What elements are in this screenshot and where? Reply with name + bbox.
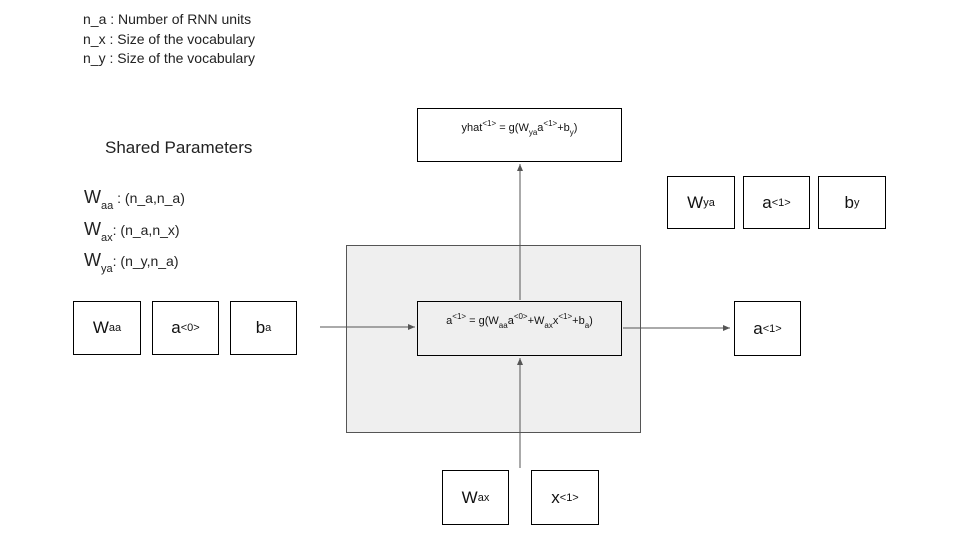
cell-eq-sup: <1>: [558, 312, 573, 321]
input-x1-box: x <1>: [531, 470, 599, 525]
wax-shape: Wax: (n_a,n_x): [84, 218, 185, 250]
cell-eq-part: +b: [572, 315, 585, 327]
output-a1-next-symbol: a: [753, 318, 763, 338]
yhat-eq-sup: <1>: [482, 119, 497, 128]
input-x1-superscript: <1>: [559, 491, 579, 504]
cell-eq-part: ): [589, 315, 593, 327]
waa-dims: : (n_a,n_a): [117, 190, 185, 206]
input-wax-symbol: W: [461, 487, 478, 507]
output-a1-superscript: <1>: [771, 196, 791, 209]
yhat-eq-part: yhat: [461, 122, 483, 134]
wax-dims: : (n_a,n_x): [112, 221, 180, 238]
yhat-eq-part: ): [573, 122, 578, 134]
wax-subscript: ax: [101, 231, 113, 244]
yhat-eq-sub: y: [569, 128, 574, 137]
cell-eq-part: +W: [527, 315, 545, 327]
yhat-eq-part: a: [537, 122, 544, 134]
cell-eq-sub: ax: [544, 321, 553, 330]
wya-shape: Wya: (n_y,n_a): [84, 249, 185, 281]
input-a0-superscript: <0>: [180, 322, 200, 334]
notation-legend: n_a : Number of RNN units n_x : Size of …: [83, 10, 255, 69]
cell-eq-text: a<1> = g(Waaa<0>+Waxx<1>+ba): [446, 312, 593, 330]
legend-na: n_a : Number of RNN units: [83, 11, 252, 27]
input-a0-symbol: a: [171, 318, 181, 337]
parameter-shapes: Waa : (n_a,n_a) Wax: (n_a,n_x) Wya: (n_y…: [84, 186, 185, 281]
cell-eq-sub: a: [584, 321, 590, 330]
output-a1-next-box: a <1>: [734, 301, 801, 356]
yhat-eq-text: yhat<1> = g(Wyaa<1>+by): [462, 119, 578, 137]
cell-equation-box: a<1> = g(Waaa<0>+Waxx<1>+ba): [417, 301, 622, 356]
waa-symbol: W: [84, 187, 101, 207]
wax-symbol: W: [84, 218, 101, 239]
yhat-eq-part: = g(W: [496, 122, 529, 134]
cell-eq-sup: <0>: [513, 312, 528, 321]
output-a1-symbol: a: [762, 192, 772, 212]
legend-ny: n_y : Size of the vocabulary: [83, 50, 255, 66]
yhat-eq-sup: <1>: [543, 119, 558, 128]
wya-dims: : (n_y,n_a): [112, 253, 179, 269]
output-wya-symbol: W: [687, 192, 704, 212]
input-x1-symbol: x: [551, 487, 560, 507]
cell-eq-part: a: [507, 315, 514, 327]
yhat-eq-part: +b: [557, 122, 570, 134]
cell-eq-part: = g(W: [466, 315, 499, 327]
cell-eq-sup: <1>: [452, 312, 467, 321]
input-ba-subscript: a: [265, 322, 272, 334]
output-wya-subscript: ya: [703, 196, 715, 209]
output-a1-box: a <1>: [743, 176, 810, 229]
cell-eq-part: a: [446, 315, 453, 327]
input-waa-symbol: W: [92, 318, 109, 337]
output-by-symbol: b: [844, 192, 854, 212]
output-by-subscript: y: [853, 196, 860, 209]
cell-eq-sub: aa: [498, 321, 508, 330]
output-a1-next-superscript: <1>: [762, 322, 782, 335]
shared-parameters-title: Shared Parameters: [105, 138, 253, 157]
input-ba-symbol: b: [255, 318, 266, 337]
waa-subscript: aa: [101, 200, 114, 212]
input-wax-subscript: ax: [477, 491, 490, 504]
yhat-eq-sub: ya: [528, 128, 538, 137]
yhat-equation-box: yhat<1> = g(Wyaa<1>+by): [417, 108, 622, 162]
wya-subscript: ya: [101, 263, 113, 275]
wya-symbol: W: [84, 250, 101, 270]
input-a0-box: a <0>: [152, 301, 219, 355]
legend-nx: n_x : Size of the vocabulary: [83, 30, 255, 47]
input-waa-subscript: aa: [108, 322, 122, 334]
cell-eq-part: x: [552, 315, 559, 327]
waa-shape: Waa : (n_a,n_a): [84, 186, 185, 218]
